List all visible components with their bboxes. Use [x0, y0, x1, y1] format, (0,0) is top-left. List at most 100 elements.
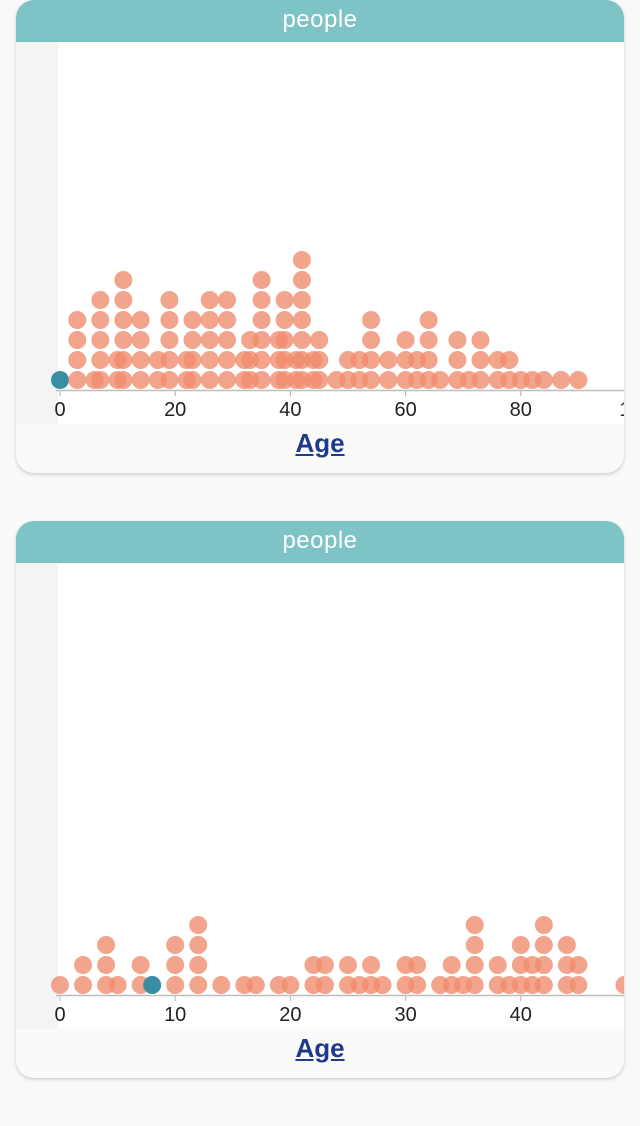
dot[interactable] — [68, 371, 86, 389]
dot[interactable] — [160, 371, 178, 389]
dot[interactable] — [420, 351, 438, 369]
dot[interactable] — [201, 331, 219, 349]
dot[interactable] — [489, 956, 507, 974]
dot[interactable] — [51, 976, 69, 994]
dot[interactable] — [448, 351, 466, 369]
dot[interactable] — [408, 956, 426, 974]
dot[interactable] — [466, 976, 484, 994]
dot[interactable] — [471, 351, 489, 369]
dot[interactable] — [68, 351, 86, 369]
dot[interactable] — [91, 371, 109, 389]
dot[interactable] — [443, 956, 461, 974]
dot[interactable] — [166, 936, 184, 954]
dot[interactable] — [97, 956, 115, 974]
dot[interactable] — [420, 311, 438, 329]
dot[interactable] — [362, 371, 380, 389]
dot[interactable] — [114, 291, 132, 309]
dot[interactable] — [500, 351, 518, 369]
dot[interactable] — [183, 371, 201, 389]
dot[interactable] — [276, 331, 294, 349]
dot[interactable] — [114, 331, 132, 349]
dot[interactable] — [201, 371, 219, 389]
x-axis-label[interactable]: Age — [16, 1029, 624, 1078]
dot[interactable] — [535, 936, 553, 954]
dot[interactable] — [293, 331, 311, 349]
dot[interactable] — [160, 291, 178, 309]
dot[interactable] — [253, 351, 271, 369]
dot[interactable] — [91, 311, 109, 329]
dot[interactable] — [293, 291, 311, 309]
dot[interactable] — [91, 291, 109, 309]
dot[interactable] — [132, 311, 150, 329]
dot[interactable] — [253, 311, 271, 329]
dot[interactable] — [132, 956, 150, 974]
dot[interactable] — [91, 351, 109, 369]
dot[interactable] — [293, 271, 311, 289]
dot[interactable] — [253, 331, 271, 349]
dot[interactable] — [109, 976, 127, 994]
dot[interactable] — [552, 371, 570, 389]
dot[interactable] — [569, 976, 587, 994]
dot[interactable] — [253, 291, 271, 309]
dot[interactable] — [615, 976, 624, 994]
dot[interactable] — [281, 976, 299, 994]
dot[interactable] — [160, 311, 178, 329]
dot[interactable] — [212, 976, 230, 994]
dot[interactable] — [397, 331, 415, 349]
dot[interactable] — [379, 371, 397, 389]
dot[interactable] — [310, 371, 328, 389]
dot[interactable] — [293, 311, 311, 329]
dot[interactable] — [535, 371, 553, 389]
dot[interactable] — [535, 916, 553, 934]
dot[interactable] — [160, 351, 178, 369]
dot[interactable] — [466, 916, 484, 934]
dot[interactable] — [310, 331, 328, 349]
dot-selected[interactable] — [143, 976, 161, 994]
dot[interactable] — [183, 311, 201, 329]
dot[interactable] — [362, 351, 380, 369]
dot[interactable] — [471, 371, 489, 389]
dot[interactable] — [201, 291, 219, 309]
dot[interactable] — [132, 331, 150, 349]
dot[interactable] — [201, 311, 219, 329]
dot[interactable] — [218, 351, 236, 369]
dot[interactable] — [114, 371, 132, 389]
dot[interactable] — [91, 331, 109, 349]
dot[interactable] — [189, 976, 207, 994]
dot[interactable] — [293, 251, 311, 269]
dot[interactable] — [97, 936, 115, 954]
dot[interactable] — [160, 331, 178, 349]
dot[interactable] — [189, 956, 207, 974]
dot[interactable] — [183, 351, 201, 369]
dot[interactable] — [362, 331, 380, 349]
dot[interactable] — [512, 936, 530, 954]
dot[interactable] — [218, 311, 236, 329]
dot[interactable] — [471, 331, 489, 349]
dot[interactable] — [316, 956, 334, 974]
dot[interactable] — [420, 331, 438, 349]
dot[interactable] — [535, 976, 553, 994]
dot[interactable] — [201, 351, 219, 369]
dot[interactable] — [166, 976, 184, 994]
dot[interactable] — [379, 351, 397, 369]
dot[interactable] — [276, 291, 294, 309]
dot[interactable] — [114, 351, 132, 369]
dot[interactable] — [253, 271, 271, 289]
dot[interactable] — [114, 311, 132, 329]
dot[interactable] — [218, 371, 236, 389]
dot[interactable] — [466, 956, 484, 974]
dot[interactable] — [374, 976, 392, 994]
dot[interactable] — [189, 916, 207, 934]
dot[interactable] — [132, 371, 150, 389]
dot[interactable] — [316, 976, 334, 994]
dot[interactable] — [448, 331, 466, 349]
dot[interactable] — [247, 976, 265, 994]
dot[interactable] — [276, 311, 294, 329]
dot[interactable] — [68, 311, 86, 329]
dot[interactable] — [569, 956, 587, 974]
dot[interactable] — [132, 351, 150, 369]
dot[interactable] — [74, 956, 92, 974]
dot[interactable] — [253, 371, 271, 389]
dot[interactable] — [218, 291, 236, 309]
dot[interactable] — [74, 976, 92, 994]
